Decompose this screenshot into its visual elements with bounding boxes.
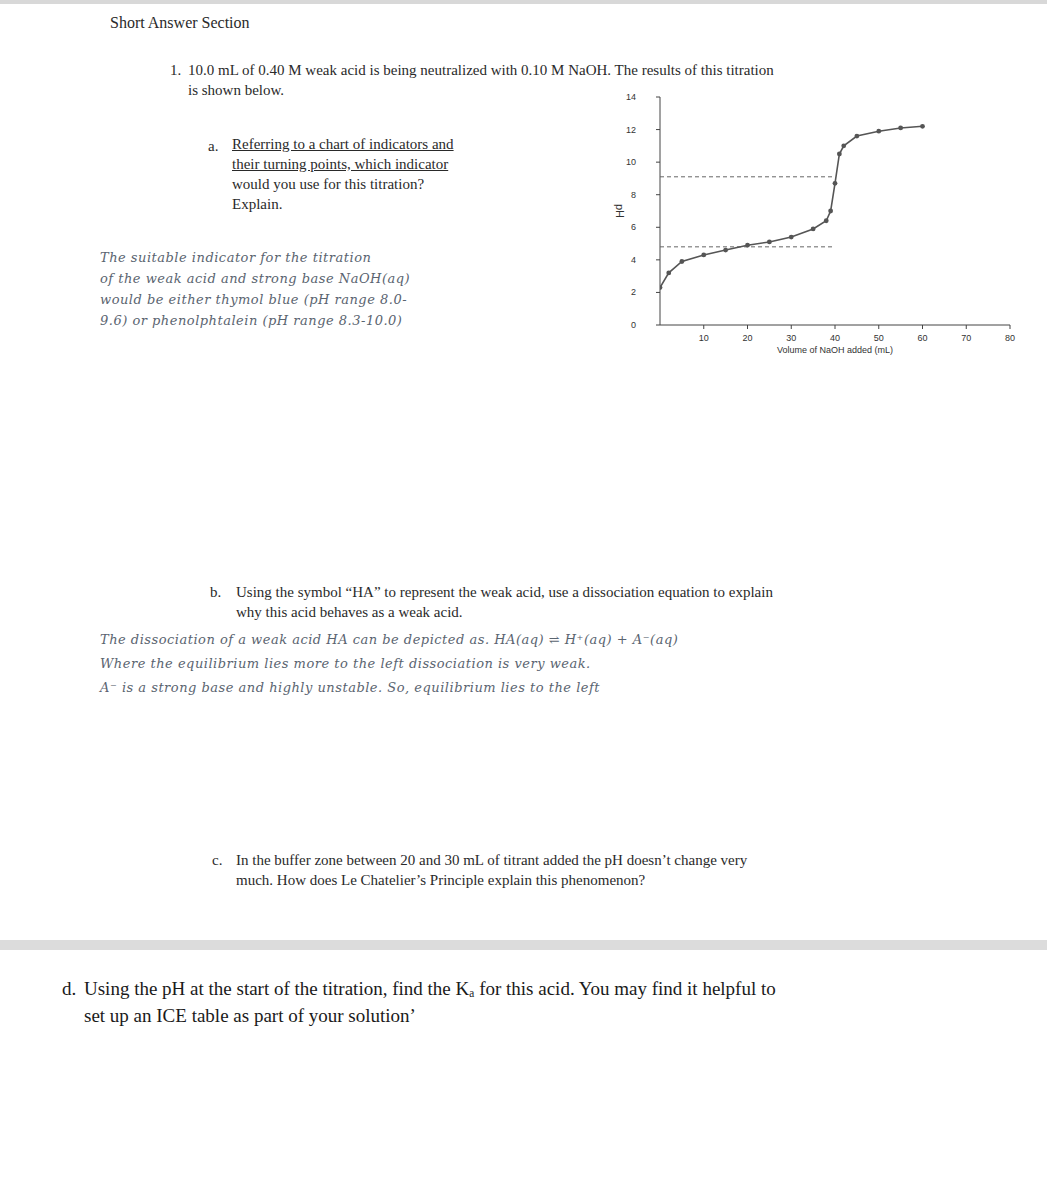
x-tick xyxy=(966,325,967,329)
question-text: Explain. xyxy=(232,196,282,213)
data-point xyxy=(701,253,706,258)
data-point xyxy=(841,143,846,148)
y-tick xyxy=(656,325,660,326)
x-tick xyxy=(1010,325,1011,329)
handwritten-answer: Where the equilibrium lies more to the l… xyxy=(100,656,591,671)
handwritten-answer: 9.6) or phenolphtalein (pH range 8.3-10.… xyxy=(100,313,402,328)
question-text: In the buffer zone between 20 and 30 mL … xyxy=(236,852,747,869)
handwritten-answer: The suitable indicator for the titration xyxy=(100,250,371,265)
question-text: Referring to a chart of indicators and xyxy=(232,136,454,153)
y-tick xyxy=(656,259,660,260)
top-edge xyxy=(0,0,1047,4)
handwritten-answer: A⁻ is a strong base and highly unstable.… xyxy=(100,680,600,695)
x-tick xyxy=(791,325,792,329)
data-point xyxy=(828,209,833,214)
question-text: why this acid behaves as a weak acid. xyxy=(236,604,463,621)
data-point xyxy=(679,259,684,264)
question-text: Using the pH at the start of the titrati… xyxy=(84,978,776,1000)
data-point xyxy=(811,227,816,232)
question-text: 10.0 mL of 0.40 M weak acid is being neu… xyxy=(188,62,774,79)
data-point xyxy=(833,181,838,186)
x-tick-label: 40 xyxy=(830,333,840,343)
question-text: set up an ICE table as part of your solu… xyxy=(84,1005,416,1027)
y-tick xyxy=(656,227,660,228)
x-tick xyxy=(835,325,836,329)
section-title: Short Answer Section xyxy=(110,14,250,32)
part-label: a. xyxy=(208,138,218,155)
x-tick-label: 80 xyxy=(1005,333,1015,343)
data-point xyxy=(660,285,662,290)
page-separator xyxy=(0,940,1047,950)
data-point xyxy=(898,126,903,131)
part-label: b. xyxy=(210,584,221,601)
data-point xyxy=(745,243,750,248)
question-text: much. How does Le Chatelier’s Principle … xyxy=(236,872,645,889)
part-label: c. xyxy=(212,852,222,869)
y-axis-label: pH xyxy=(614,204,626,218)
y-tick-label: 8 xyxy=(631,190,636,200)
y-tick xyxy=(656,194,660,195)
part-label: d. xyxy=(62,978,76,1000)
y-tick-label: 4 xyxy=(631,255,636,265)
handwritten-answer: of the weak acid and strong base NaOH(aq… xyxy=(100,271,410,286)
x-tick-label: 70 xyxy=(961,333,971,343)
y-tick-label: 6 xyxy=(631,222,636,232)
y-tick-label: 14 xyxy=(626,92,636,102)
question-text: Using the symbol “HA” to represent the w… xyxy=(236,584,773,601)
data-point xyxy=(920,124,925,129)
question-text: would you use for this titration? xyxy=(232,176,424,193)
data-point xyxy=(723,248,728,253)
titration-curve xyxy=(660,126,923,287)
y-tick xyxy=(656,97,660,98)
y-tick xyxy=(656,129,660,130)
x-tick-label: 60 xyxy=(917,333,927,343)
x-tick-label: 10 xyxy=(699,333,709,343)
data-point xyxy=(789,235,794,240)
y-axis xyxy=(660,97,661,325)
question-number: 1. xyxy=(170,62,181,79)
y-tick-label: 0 xyxy=(631,320,636,330)
question-text: is shown below. xyxy=(188,82,284,99)
titration-chart: 0 2 4 6 8 10 12 14 10 20 30 40 50 60 70 80 Volume of NaO… xyxy=(0,0,1047,1200)
plot-area xyxy=(660,124,925,290)
reference-line xyxy=(660,176,835,177)
y-tick xyxy=(656,292,660,293)
handwritten-answer: would be either thymol blue (pH range 8.… xyxy=(100,292,407,307)
x-tick-label: 20 xyxy=(742,333,752,343)
x-tick xyxy=(703,325,704,329)
data-point xyxy=(666,270,671,275)
y-tick xyxy=(656,162,660,163)
y-tick-label: 2 xyxy=(631,287,636,297)
y-tick-label: 12 xyxy=(626,125,636,135)
x-tick-label: 30 xyxy=(786,333,796,343)
x-axis-label: Volume of NaOH added (mL) xyxy=(777,345,893,355)
data-point xyxy=(837,152,842,157)
data-point xyxy=(824,218,829,223)
x-tick xyxy=(747,325,748,329)
data-point xyxy=(876,129,881,134)
data-point xyxy=(767,240,772,245)
x-tick xyxy=(878,325,879,329)
question-text: their turning points, which indicator xyxy=(232,156,448,173)
x-tick xyxy=(922,325,923,329)
x-tick-label: 50 xyxy=(874,333,884,343)
page: Short Answer Section 1. 10.0 mL of 0.40 M … xyxy=(0,0,1047,1200)
handwritten-answer: The dissociation of a weak acid HA can b… xyxy=(100,632,678,647)
y-tick-label: 10 xyxy=(626,157,636,167)
data-point xyxy=(854,134,859,139)
